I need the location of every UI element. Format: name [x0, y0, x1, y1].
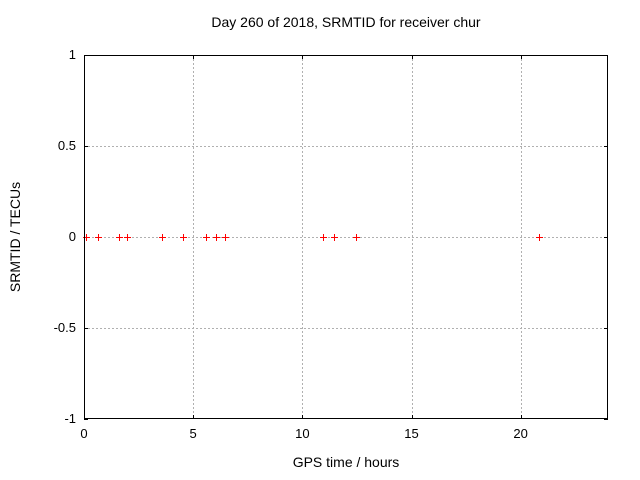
y-tick-label: -1	[64, 411, 76, 426]
data-point-marker	[222, 233, 230, 241]
x-tick-top	[302, 55, 304, 59]
x-tick-bottom	[520, 415, 522, 419]
data-point-marker	[179, 233, 187, 241]
y-tick-label: 0.5	[57, 138, 76, 153]
data-point-marker	[535, 233, 543, 241]
x-tick-label: 15	[404, 426, 419, 441]
x-tick-label: 10	[295, 426, 310, 441]
y-tick-left	[84, 328, 88, 329]
x-tick-top	[193, 55, 195, 59]
data-point-marker	[124, 233, 132, 241]
y-gridline	[84, 237, 608, 238]
y-tick-right	[604, 55, 608, 56]
x-tick-label: 20	[513, 426, 528, 441]
x-axis-label: GPS time / hours	[292, 454, 400, 470]
data-point-marker	[330, 233, 338, 241]
y-tick-label: 0	[68, 229, 76, 244]
x-tick-top	[520, 55, 522, 59]
y-tick-left	[84, 419, 88, 420]
x-tick-label: 0	[80, 426, 88, 441]
y-tick-right	[604, 237, 608, 238]
data-point-marker	[352, 233, 360, 241]
data-point-marker	[94, 233, 102, 241]
y-tick-left	[84, 237, 88, 238]
plot-area	[83, 55, 608, 420]
x-tick-top	[411, 55, 413, 59]
data-point-marker	[319, 233, 327, 241]
y-tick-right	[604, 419, 608, 420]
y-tick-left	[84, 55, 88, 56]
data-point-marker	[83, 233, 91, 241]
y-tick-right	[604, 146, 608, 147]
data-point-marker	[202, 233, 210, 241]
data-point-marker	[213, 233, 221, 241]
chart-title: Day 260 of 2018, SRMTID for receiver chu…	[211, 14, 481, 30]
y-gridline	[84, 328, 608, 329]
x-tick-label: 5	[189, 426, 197, 441]
x-tick-bottom	[302, 415, 304, 419]
y-tick-right	[604, 328, 608, 329]
y-tick-left	[84, 146, 88, 147]
y-tick-label: 1	[68, 47, 76, 62]
data-point-marker	[115, 233, 123, 241]
x-tick-bottom	[193, 415, 195, 419]
x-tick-bottom	[411, 415, 413, 419]
y-tick-label: -0.5	[53, 320, 76, 335]
data-point-marker	[158, 233, 166, 241]
y-gridline	[84, 146, 608, 147]
